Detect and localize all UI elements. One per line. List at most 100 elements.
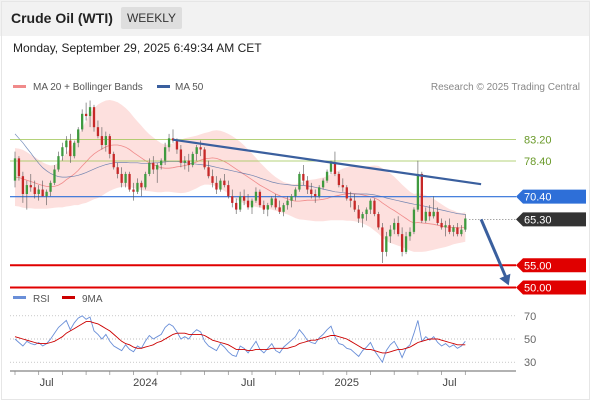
candle-body — [290, 196, 293, 201]
candle-body — [175, 140, 179, 150]
candle-body — [73, 142, 76, 157]
candle-body — [341, 185, 344, 188]
legend-swatch-ma50 — [157, 85, 170, 88]
candle-body — [37, 189, 40, 194]
candle-body — [432, 211, 435, 217]
candle-body — [294, 189, 297, 197]
legend-label-bollinger: MA 20 + Bollinger Bands — [33, 82, 143, 93]
x-axis-label-Jul: Jul — [40, 377, 54, 389]
candle-body — [464, 218, 467, 230]
candle-body — [211, 176, 214, 183]
candle-body — [365, 209, 368, 215]
candle-body — [416, 173, 420, 210]
rsi-line — [14, 315, 466, 364]
x-axis-label-Jul: Jul — [241, 377, 255, 389]
candle-body — [397, 222, 400, 235]
candle-body — [49, 182, 52, 192]
candle-body — [116, 167, 119, 174]
period-selector[interactable]: WEEKLY — [121, 7, 182, 29]
candle-body — [298, 173, 301, 190]
candle-body — [171, 138, 175, 141]
candle-body — [428, 211, 431, 217]
candle-body — [160, 160, 163, 166]
candle-body — [81, 113, 84, 130]
candle-body — [112, 153, 115, 168]
bollinger-band-fill — [15, 100, 466, 252]
candle-body — [408, 231, 412, 237]
forecast-arrow-shaft — [479, 218, 509, 280]
candle-body — [456, 227, 459, 235]
candle-body — [404, 236, 408, 252]
candle-body — [195, 147, 198, 154]
candle-body — [444, 225, 447, 228]
candle-body — [191, 153, 194, 166]
level-label-65.30: 65.30 — [524, 214, 552, 226]
candle-body — [57, 156, 60, 170]
candle-body — [420, 173, 423, 221]
candle-body — [274, 198, 277, 208]
candle-body — [242, 196, 246, 201]
candle-body — [353, 200, 356, 210]
rsi-tick-70: 70 — [524, 311, 536, 323]
candle-body — [132, 189, 135, 192]
report-datetime: Monday, September 29, 2025 6:49:34 AM CE… — [13, 41, 262, 55]
candle-body — [440, 222, 443, 228]
rsi-ma-line — [14, 321, 466, 354]
candle-body — [163, 147, 167, 161]
level-label-50.00: 50.00 — [524, 283, 552, 295]
candle-body — [325, 171, 329, 181]
candle-body — [436, 211, 439, 223]
candle-body — [140, 182, 143, 188]
candle-body — [381, 227, 384, 252]
candle-body — [306, 180, 309, 190]
candle-body — [183, 160, 186, 163]
candle-body — [349, 198, 352, 201]
candle-body — [373, 200, 376, 215]
x-axis-label-Jul: Jul — [442, 377, 456, 389]
legend-swatch-rsi — [13, 296, 26, 299]
candle-body — [45, 191, 48, 197]
candle-body — [460, 229, 463, 235]
candle-body — [250, 200, 254, 208]
level-tag-55.00 — [516, 258, 586, 273]
candle-body — [239, 196, 242, 210]
chart-credit: Research © 2025 Trading Central — [431, 82, 580, 93]
candle-body — [128, 173, 131, 190]
candle-body — [227, 185, 230, 197]
legend-label-9ma: 9MA — [82, 294, 103, 305]
candle-body — [223, 180, 226, 186]
candle-body — [215, 182, 218, 190]
candle-body — [152, 162, 155, 170]
candle-body — [337, 173, 341, 186]
candle-body — [104, 136, 107, 145]
candle-body — [361, 214, 364, 219]
candle-body — [377, 214, 380, 228]
candle-body — [333, 162, 337, 174]
candle-body — [53, 169, 56, 183]
candle-body — [219, 180, 222, 190]
forecast-arrow-head — [499, 273, 511, 286]
legend-swatch-bollinger — [13, 85, 26, 88]
candle-body — [278, 207, 281, 212]
candle-body — [21, 176, 25, 194]
level-tag-50.00 — [516, 280, 586, 295]
candle-body — [207, 167, 210, 177]
candle-body — [385, 236, 388, 252]
candle-body — [203, 149, 206, 168]
candle-body — [262, 205, 265, 210]
candle-body — [302, 173, 305, 181]
candle-body — [412, 209, 416, 232]
header-bar — [0, 0, 590, 36]
candle-body — [199, 147, 202, 150]
candle-body — [92, 107, 96, 128]
candle-body — [246, 200, 250, 208]
candle-body — [270, 198, 273, 206]
rsi-tick-50: 50 — [524, 334, 536, 346]
candle-body — [424, 211, 427, 221]
candle-body — [448, 225, 451, 232]
candle-body — [389, 229, 392, 237]
candle-body — [69, 140, 72, 157]
candle-body — [452, 227, 455, 232]
candle-body — [100, 136, 104, 145]
